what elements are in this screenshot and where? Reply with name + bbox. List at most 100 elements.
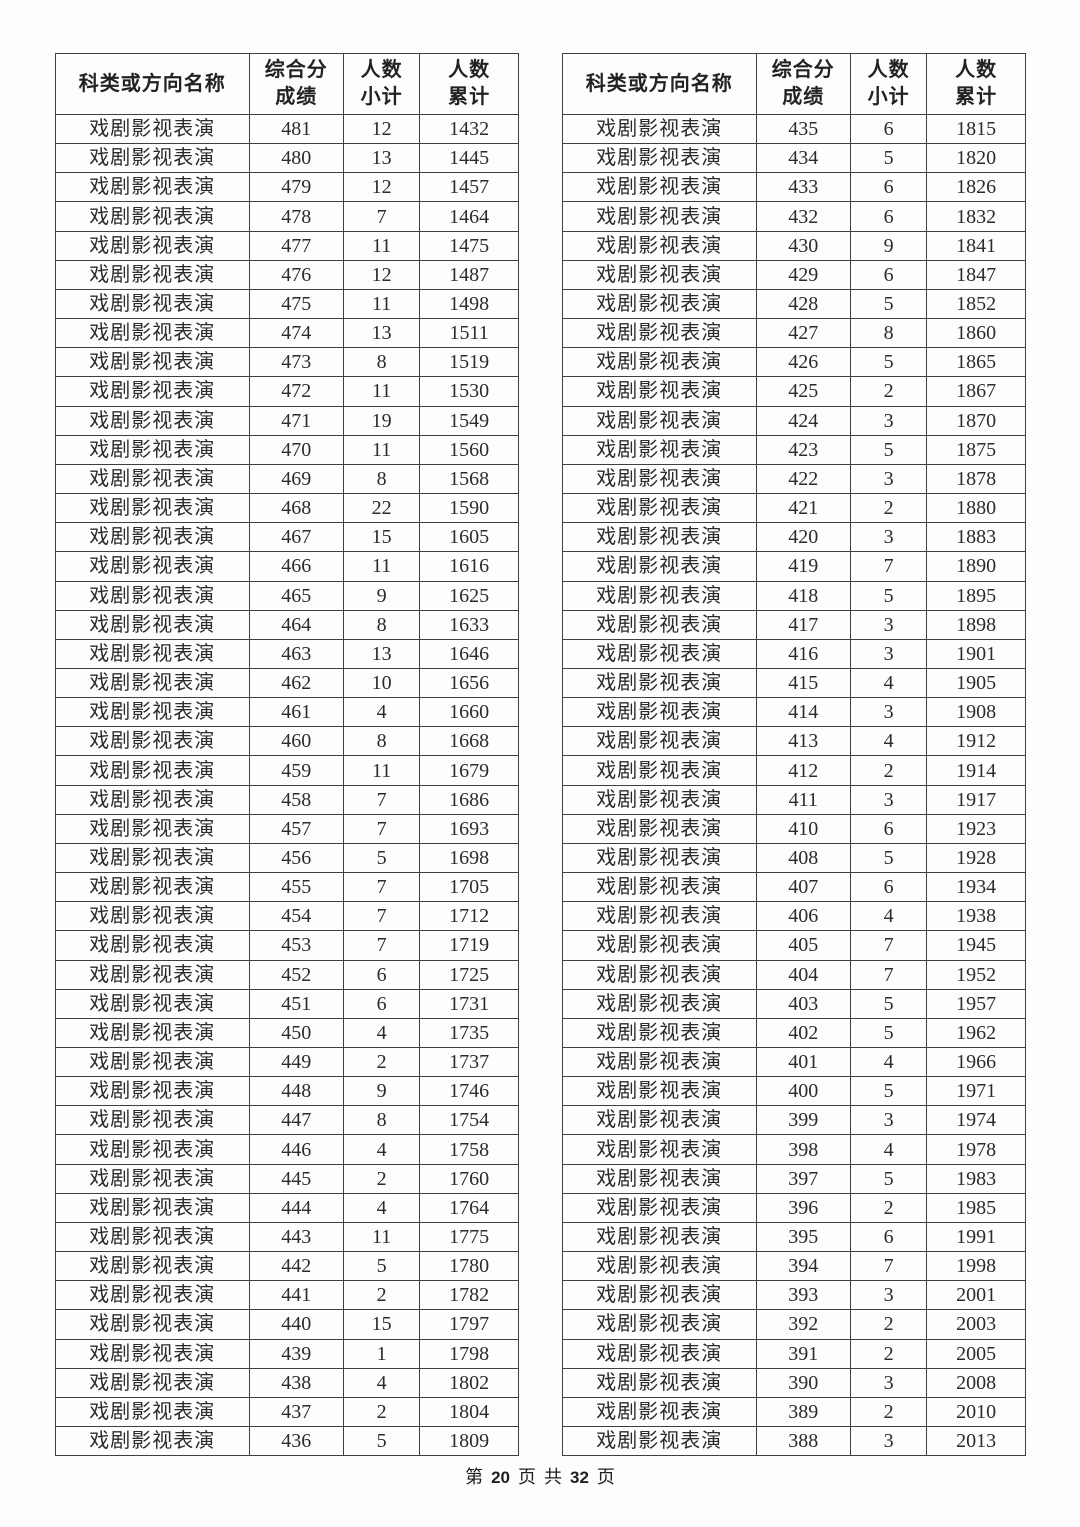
cell-subtotal-count: 5 (849, 988, 928, 1019)
column-header-composite-score: 综合分 成绩 (755, 53, 851, 115)
cell-composite-score: 407 (755, 872, 851, 903)
table-row: 戏剧影视表演 432 6 1832 (562, 201, 1026, 232)
cell-cumulative-count: 1530 (419, 376, 519, 407)
table-row: 戏剧影视表演 451 6 1731 (55, 988, 519, 1019)
cell-category: 戏剧影视表演 (55, 1192, 250, 1223)
cell-subtotal-count: 7 (849, 1251, 928, 1282)
table-row: 戏剧影视表演 474 13 1511 (55, 318, 519, 349)
cell-composite-score: 428 (755, 288, 851, 320)
cell-category: 戏剧影视表演 (562, 318, 757, 349)
cell-composite-score: 436 (248, 1426, 344, 1457)
cell-subtotal-count: 3 (849, 609, 928, 640)
cell-composite-score: 397 (755, 1163, 851, 1194)
cell-composite-score: 437 (248, 1396, 344, 1428)
cell-category: 戏剧影视表演 (55, 1046, 250, 1078)
cell-cumulative-count: 1445 (419, 143, 519, 174)
cell-subtotal-count: 9 (342, 580, 421, 611)
cell-subtotal-count: 4 (342, 697, 421, 728)
cell-cumulative-count: 1998 (926, 1251, 1026, 1282)
table-row: 戏剧影视表演 445 2 1760 (55, 1163, 519, 1194)
cell-composite-score: 438 (248, 1367, 344, 1398)
table-row: 戏剧影视表演 456 5 1698 (55, 842, 519, 874)
cell-composite-score: 479 (248, 172, 344, 203)
table-row: 戏剧影视表演 461 4 1660 (55, 697, 519, 728)
cell-category: 戏剧影视表演 (55, 434, 250, 465)
cell-composite-score: 444 (248, 1192, 344, 1223)
cell-composite-score: 388 (755, 1426, 851, 1457)
cell-composite-score: 473 (248, 347, 344, 378)
cell-subtotal-count: 3 (849, 784, 928, 815)
cell-subtotal-count: 7 (849, 959, 928, 990)
cell-cumulative-count: 1432 (419, 113, 519, 145)
cell-subtotal-count: 1 (342, 1338, 421, 1369)
cell-category: 戏剧影视表演 (562, 901, 757, 932)
cell-cumulative-count: 1797 (419, 1309, 519, 1340)
cell-composite-score: 421 (755, 493, 851, 524)
cell-cumulative-count: 1952 (926, 959, 1026, 990)
table-row: 戏剧影视表演 410 6 1923 (562, 813, 1026, 844)
table-row: 戏剧影视表演 407 6 1934 (562, 872, 1026, 903)
table-row: 戏剧影视表演 441 2 1782 (55, 1280, 519, 1311)
cell-cumulative-count: 1841 (926, 230, 1026, 261)
table-row: 戏剧影视表演 437 2 1804 (55, 1396, 519, 1428)
table-row: 戏剧影视表演 472 11 1530 (55, 376, 519, 407)
cell-cumulative-count: 2001 (926, 1280, 1026, 1311)
cell-cumulative-count: 1754 (419, 1105, 519, 1136)
cell-cumulative-count: 1725 (419, 959, 519, 990)
cell-composite-score: 447 (248, 1105, 344, 1136)
cell-composite-score: 466 (248, 551, 344, 582)
cell-subtotal-count: 2 (849, 1396, 928, 1428)
cell-composite-score: 393 (755, 1280, 851, 1311)
cell-cumulative-count: 1712 (419, 901, 519, 932)
cell-subtotal-count: 2 (849, 755, 928, 786)
table-row: 戏剧影视表演 423 5 1875 (562, 434, 1026, 465)
cell-category: 戏剧影视表演 (562, 580, 757, 611)
cell-composite-score: 405 (755, 930, 851, 961)
cell-category: 戏剧影视表演 (55, 638, 250, 669)
table-row: 戏剧影视表演 401 4 1966 (562, 1046, 1026, 1078)
table-body-right: 戏剧影视表演 435 6 1815 戏剧影视表演 434 5 1820 戏剧影视表演 433 6 18… (562, 113, 1026, 1457)
cell-composite-score: 474 (248, 318, 344, 349)
cell-subtotal-count: 22 (342, 493, 421, 524)
cell-category: 戏剧影视表演 (55, 784, 250, 815)
cell-composite-score: 417 (755, 609, 851, 640)
cell-cumulative-count: 1656 (419, 667, 519, 699)
cell-category: 戏剧影视表演 (562, 405, 757, 436)
cell-category: 戏剧影视表演 (55, 113, 250, 145)
cell-category: 戏剧影视表演 (562, 1134, 757, 1165)
cell-composite-score: 453 (248, 930, 344, 961)
table-row: 戏剧影视表演 446 4 1758 (55, 1134, 519, 1165)
cell-composite-score: 445 (248, 1163, 344, 1194)
cell-cumulative-count: 1633 (419, 609, 519, 640)
cell-subtotal-count: 4 (342, 1134, 421, 1165)
cell-composite-score: 406 (755, 901, 851, 932)
cell-category: 戏剧影视表演 (562, 434, 757, 465)
table-row: 戏剧影视表演 406 4 1938 (562, 901, 1026, 932)
cell-category: 戏剧影视表演 (55, 988, 250, 1019)
cell-subtotal-count: 5 (342, 842, 421, 874)
cell-cumulative-count: 1983 (926, 1163, 1026, 1194)
cell-cumulative-count: 1705 (419, 872, 519, 903)
table-row: 戏剧影视表演 475 11 1498 (55, 288, 519, 320)
cell-category: 戏剧影视表演 (55, 230, 250, 261)
cell-cumulative-count: 1560 (419, 434, 519, 465)
table-row: 戏剧影视表演 425 2 1867 (562, 376, 1026, 407)
table-row: 戏剧影视表演 395 6 1991 (562, 1221, 1026, 1253)
cell-cumulative-count: 1826 (926, 172, 1026, 203)
cell-cumulative-count: 1737 (419, 1046, 519, 1078)
cell-category: 戏剧影视表演 (55, 1134, 250, 1165)
table-row: 戏剧影视表演 424 3 1870 (562, 405, 1026, 436)
cell-composite-score: 404 (755, 959, 851, 990)
cell-category: 戏剧影视表演 (55, 1105, 250, 1136)
table-row: 戏剧影视表演 402 5 1962 (562, 1017, 1026, 1049)
cell-category: 戏剧影视表演 (55, 726, 250, 757)
cell-subtotal-count: 3 (849, 463, 928, 495)
cell-subtotal-count: 4 (849, 901, 928, 932)
table-row: 戏剧影视表演 388 3 2013 (562, 1426, 1026, 1457)
cell-composite-score: 389 (755, 1396, 851, 1428)
cell-category: 戏剧影视表演 (562, 609, 757, 640)
table-row: 戏剧影视表演 435 6 1815 (562, 113, 1026, 145)
table-row: 戏剧影视表演 422 3 1878 (562, 463, 1026, 495)
cell-category: 戏剧影视表演 (562, 1251, 757, 1282)
cell-subtotal-count: 13 (342, 318, 421, 349)
